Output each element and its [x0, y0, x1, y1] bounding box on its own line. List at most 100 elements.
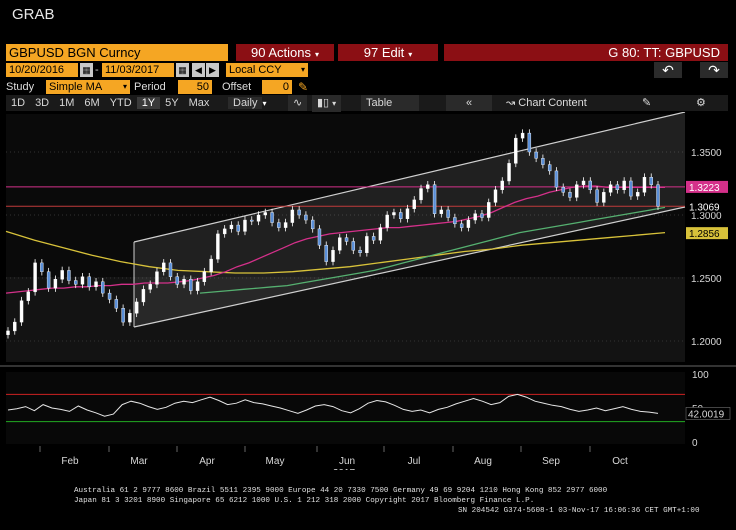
currency-select[interactable]: Local CCY ▾ [226, 63, 308, 77]
candle-body [304, 214, 308, 221]
candle-body [412, 199, 416, 209]
candle-body [595, 189, 599, 203]
candle-body [148, 284, 152, 290]
study-label: Study [6, 81, 35, 93]
start-date-field[interactable]: 10/20/2016 [6, 63, 78, 77]
candle-body [243, 219, 247, 232]
actions-button[interactable]: 90 Actions ▾ [236, 44, 334, 61]
table-button[interactable]: Table [361, 95, 419, 111]
candle-body [270, 212, 274, 223]
candle-body [53, 279, 58, 289]
month-label: Mar [130, 456, 148, 467]
line-chart-icon[interactable]: ∿ [288, 95, 308, 111]
candle-body [168, 262, 173, 277]
offset-field[interactable]: 0 [262, 80, 292, 94]
candle-body [134, 301, 139, 314]
candle-body [101, 281, 105, 294]
candle-body [534, 151, 538, 159]
next-period-icon[interactable]: ▶ [206, 63, 219, 77]
last-price-tag-bg [686, 200, 728, 213]
edit-label: 97 Edit [363, 45, 405, 60]
frequency-select[interactable]: Daily ▾ [228, 95, 278, 112]
candle-body [263, 212, 267, 216]
rsi-line [7, 393, 659, 417]
candle-body [358, 250, 362, 253]
chart-content-button[interactable]: ↝ Chart Content [506, 95, 587, 111]
candle-body [588, 180, 592, 191]
prev-period-icon[interactable]: ◀ [192, 63, 205, 77]
candle-body [256, 214, 261, 222]
caret-down-icon: ▾ [262, 99, 267, 108]
last-price-tag: 1.3069 [689, 202, 720, 213]
tab-1d[interactable]: 1D [11, 97, 26, 109]
candle-body [277, 222, 281, 228]
tab-5y[interactable]: 5Y [165, 97, 179, 109]
candle-body [141, 289, 146, 303]
candle-body [229, 224, 234, 230]
redo-icon[interactable]: ↷ [700, 62, 728, 78]
candle-body [365, 236, 369, 253]
calendar-icon[interactable]: ▦ [80, 63, 93, 77]
pencil-icon[interactable]: ✎ [298, 80, 309, 94]
candle-body [60, 270, 64, 280]
candle-body [107, 292, 112, 300]
end-date-field[interactable]: 11/03/2017 [102, 63, 174, 77]
calendar-icon[interactable]: ▦ [176, 63, 189, 77]
candle-body [581, 180, 586, 185]
candle-chart-icon[interactable]: ▮▯ ▾ [312, 95, 342, 112]
study-select[interactable]: Simple MA ▾ [46, 80, 130, 94]
caret-down-icon: ▾ [408, 50, 413, 59]
candle-body [649, 176, 653, 185]
candle-body [500, 180, 504, 191]
candle-body [290, 209, 295, 223]
month-label: Jul [408, 456, 421, 467]
footer: Australia 61 2 9777 8600 Brazil 5511 239… [0, 486, 736, 516]
gear-icon[interactable]: ⚙ [696, 97, 706, 109]
candle-body [67, 270, 71, 281]
candle-body [236, 224, 240, 232]
candle-body [331, 250, 335, 262]
collapse-icon[interactable]: « [446, 95, 492, 111]
candle-body [378, 227, 383, 241]
ma50-line [5, 185, 665, 294]
candle-body [541, 158, 545, 165]
tab-1m[interactable]: 1M [59, 97, 75, 109]
rsi-tick-label: 100 [692, 370, 709, 381]
candle-body [635, 192, 640, 197]
candle-body [561, 187, 565, 193]
ma200-line [5, 230, 666, 274]
year-label: 2017 [333, 468, 356, 470]
candle-body [324, 245, 328, 262]
tab-1y[interactable]: 1Y [136, 97, 161, 109]
rsi-panel [6, 372, 685, 444]
study-bar: Study Simple MA ▾ Period 50 Offset 0 ✎ [6, 80, 728, 94]
candle-body [493, 189, 498, 203]
ticker-field[interactable]: GBPUSD BGN Curncy [6, 44, 228, 61]
candle-body [74, 280, 78, 285]
edit-icon[interactable]: ✎ [642, 97, 652, 109]
candle-body [405, 208, 410, 219]
candle-body [608, 184, 613, 193]
edit-button[interactable]: 97 Edit ▾ [338, 44, 438, 61]
tab-6m[interactable]: 6M [84, 97, 100, 109]
candle-body [310, 219, 315, 230]
month-label: Feb [61, 456, 79, 467]
candle-body [94, 281, 98, 288]
candle-body [520, 132, 525, 139]
price-chart[interactable]: 1.3500 1.3000 1.2500 1.2000 1.3223 1.3069 1.2… [0, 111, 736, 479]
candle-body [222, 228, 227, 235]
price-tick-label: 1.3500 [691, 148, 722, 159]
study-value: Simple MA [49, 81, 103, 93]
undo-icon[interactable]: ↶ [654, 62, 682, 78]
tab-max[interactable]: Max [188, 97, 210, 109]
window-title: GRAB [12, 6, 55, 23]
period-field[interactable]: 50 [178, 80, 212, 94]
tab-3d[interactable]: 3D [35, 97, 50, 109]
chart-icon: ↝ [506, 97, 519, 109]
tab-ytd[interactable]: YTD [109, 97, 132, 109]
month-label: May [266, 456, 285, 467]
price-tick-label: 1.2000 [691, 337, 722, 348]
price-shade [6, 277, 685, 362]
rsi-tick-label: 0 [692, 438, 698, 449]
candle-body [283, 222, 288, 228]
